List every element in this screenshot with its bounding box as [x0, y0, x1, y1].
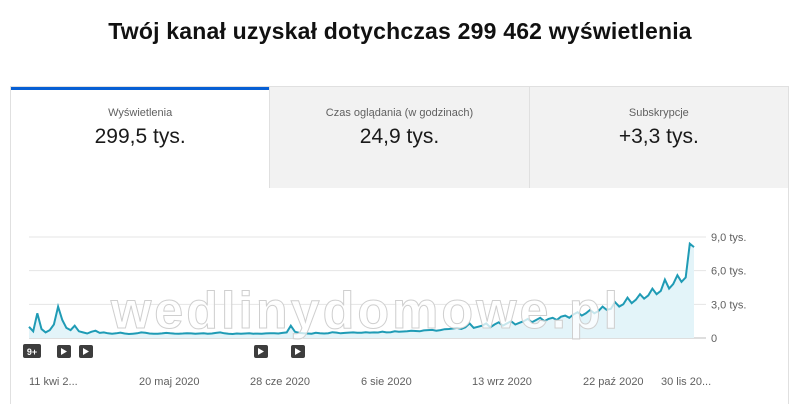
video-marker-2[interactable]	[79, 345, 93, 358]
analytics-card: Wyświetlenia 299,5 tys. Czas oglądania (…	[10, 86, 789, 404]
y-tick-label: 9,0 tys.	[711, 232, 746, 244]
views-chart-area: 0 3,0 tys. 6,0 tys. 9,0 tys. 11 kwi 2... 20 …	[11, 188, 788, 405]
views-chart: 0 3,0 tys. 6,0 tys. 9,0 tys. 11 kwi 2... 20 …	[23, 232, 746, 388]
tab-views[interactable]: Wyświetlenia 299,5 tys.	[11, 87, 270, 188]
tab-subscriptions[interactable]: Subskrypcje +3,3 tys.	[528, 87, 788, 188]
x-tick-label: 28 cze 2020	[250, 376, 310, 388]
badge-text: 9+	[27, 347, 37, 357]
page-headline: Twój kanał uzyskał dotychczas 299 462 wy…	[108, 18, 692, 44]
x-tick-label: 30 lis 20...	[661, 376, 711, 388]
x-tick-label: 11 kwi 2...	[29, 376, 78, 388]
x-tick-label: 13 wrz 2020	[472, 376, 532, 388]
video-marker-4[interactable]	[291, 345, 305, 358]
tab-watch-time[interactable]: Czas oglądania (w godzinach) 24,9 tys.	[269, 87, 529, 188]
play-icon	[61, 348, 67, 355]
views-line	[28, 241, 695, 336]
y-tick-label: 3,0 tys.	[711, 299, 746, 311]
video-marker-3[interactable]	[254, 345, 268, 358]
x-axis: 11 kwi 2... 20 maj 2020 28 cze 2020 6 sie 2…	[29, 376, 711, 388]
tab-subscriptions-label: Subskrypcje	[628, 107, 689, 119]
metric-tabs: Wyświetlenia 299,5 tys. Czas oglądania (…	[11, 87, 788, 188]
play-icon	[258, 348, 264, 355]
tab-views-label: Wyświetlenia	[108, 107, 173, 119]
tab-views-value: 299,5 tys.	[94, 125, 186, 148]
watermark-text: wedlinydomowe.pl	[110, 282, 621, 340]
x-tick-label: 22 paź 2020	[583, 376, 644, 388]
video-marker-1[interactable]	[57, 345, 71, 358]
tab-subscriptions-value: +3,3 tys.	[618, 125, 699, 148]
y-tick-label: 0	[711, 333, 717, 345]
y-tick-label: 6,0 tys.	[711, 266, 746, 278]
x-tick-label: 20 maj 2020	[139, 376, 200, 388]
play-icon	[83, 348, 89, 355]
play-icon	[295, 348, 301, 355]
y-axis: 0 3,0 tys. 6,0 tys. 9,0 tys.	[711, 232, 746, 345]
x-tick-label: 6 sie 2020	[361, 376, 412, 388]
views-area-fill	[29, 243, 694, 338]
badge-marker[interactable]: 9+	[23, 344, 41, 358]
tab-watch-time-value: 24,9 tys.	[359, 125, 440, 148]
tab-watch-time-label: Czas oglądania (w godzinach)	[325, 107, 474, 119]
